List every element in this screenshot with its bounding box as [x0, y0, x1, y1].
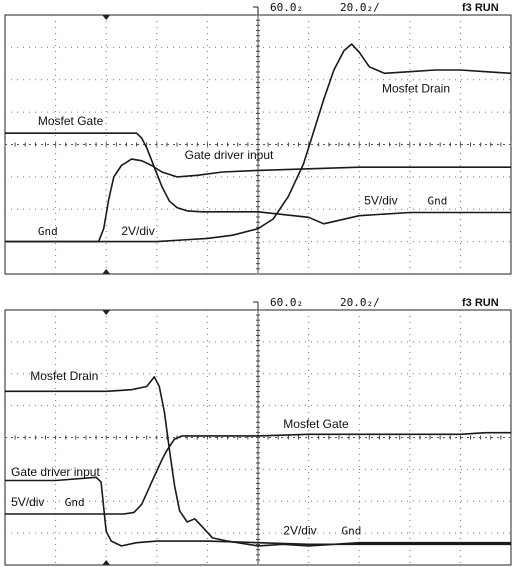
trigger-position-marker-top	[102, 15, 111, 20]
trace-annotation: Mosfet Drain	[30, 369, 98, 383]
trace-annotation: Gate driver input	[185, 148, 274, 162]
trigger-position-marker-bottom	[102, 560, 111, 565]
scope-panel-bottom: 60.0₂ 20.0₂/ f3 RUN Mosfet Drain Mosfet G…	[4, 296, 512, 566]
trace-annotation: Gnd	[428, 194, 448, 207]
trigger-position-marker-bottom	[102, 269, 111, 274]
run-status: f3 RUN	[462, 2, 499, 14]
trace-annotation: Mosfet Gate	[38, 114, 104, 128]
trace-annotation: 5V/div	[364, 193, 397, 207]
trace-annotation: Gnd	[341, 525, 361, 538]
trace-gate-driver-input	[5, 158, 511, 243]
run-status: f3 RUN	[462, 297, 499, 309]
trace-gate-driver-input	[5, 476, 511, 547]
trace-annotation: 2V/div	[283, 524, 316, 538]
scope-panel-top: 60.0₂ 20.0₂/ f3 RUN Mosfet Gate Gate driv…	[4, 1, 512, 275]
trace-mosfet-drain	[5, 376, 511, 547]
trace-annotation: 2V/div	[121, 224, 154, 238]
timebase-readout: 60.0₂	[270, 296, 303, 309]
trace-annotation: 5V/div	[11, 495, 44, 509]
trace-annotation: Gnd	[65, 496, 85, 509]
trace-annotation: Mosfet Gate	[283, 417, 349, 431]
trace-annotation: Gate driver input	[11, 465, 100, 479]
timediv-readout: 20.0₂/	[340, 296, 380, 309]
timediv-readout: 20.0₂/	[340, 1, 380, 14]
trigger-position-marker-top	[102, 310, 111, 315]
trace-mosfet-drain	[5, 43, 512, 243]
trace-mosfet-gate	[5, 132, 511, 225]
trace-mosfet-gate	[5, 431, 511, 515]
timebase-readout: 60.0₂	[270, 1, 303, 14]
trace-annotation: Mosfet Drain	[382, 82, 450, 96]
trace-annotation: Gnd	[38, 225, 58, 238]
